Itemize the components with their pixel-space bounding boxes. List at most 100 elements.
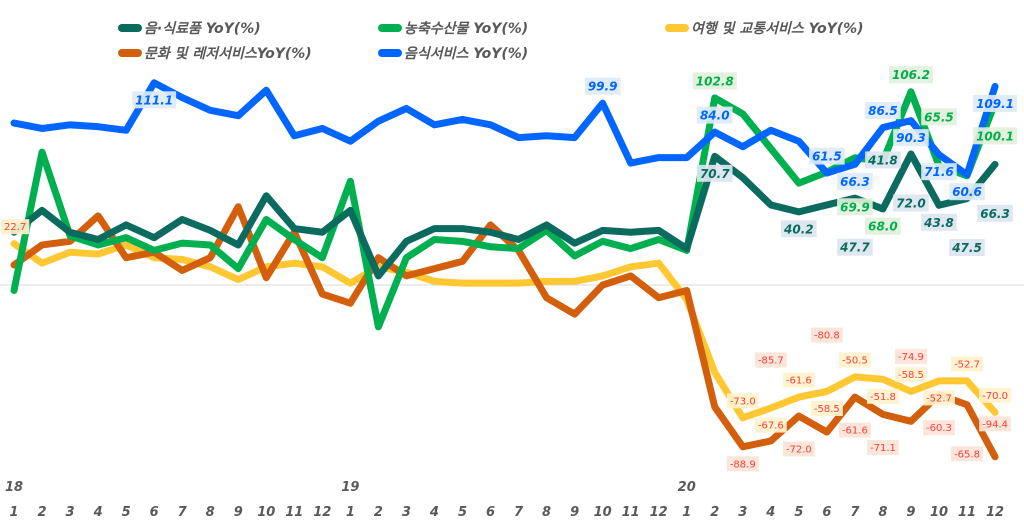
x-month-label: 7 <box>178 505 188 520</box>
data-label: 70.7 <box>696 164 733 182</box>
data-label-text: -52.7 <box>954 359 980 370</box>
x-month-label: 10 <box>257 505 275 520</box>
legend-item-travel: 여행 및 교통서비스 YoY(%) <box>665 18 864 38</box>
data-label: 66.3 <box>977 204 1013 222</box>
data-label-text: -70.0 <box>982 391 1008 402</box>
data-label: -51.8 <box>866 388 899 404</box>
series-line-0 <box>10 150 999 280</box>
data-label: 71.6 <box>921 163 957 181</box>
data-label-text: 102.8 <box>696 74 734 88</box>
x-month-label: 10 <box>930 505 948 520</box>
data-label-text: 100.1 <box>976 129 1014 143</box>
x-month-label: 2 <box>38 505 47 520</box>
x-month-label: 4 <box>429 505 439 520</box>
data-label: -94.4 <box>979 416 1011 432</box>
data-label-text: -50.5 <box>842 355 868 366</box>
data-label: 72.0 <box>893 194 929 212</box>
x-year-label: 20 <box>678 480 696 495</box>
legend-label: 음·식료품 YoY(%) <box>144 21 261 37</box>
x-month-label: 12 <box>313 505 331 520</box>
data-label-text: 68.0 <box>868 220 898 234</box>
x-month-label: 4 <box>93 505 103 520</box>
legend-swatch <box>378 49 402 57</box>
data-label: -61.6 <box>838 422 871 438</box>
data-label: -58.5 <box>895 366 927 382</box>
data-label-text: 109.1 <box>976 97 1014 111</box>
x-month-label: 8 <box>206 505 215 520</box>
x-month-label: 4 <box>765 505 775 520</box>
data-label-text: 72.0 <box>896 196 926 210</box>
data-label-text: 84.0 <box>700 109 730 123</box>
data-label: 100.1 <box>973 127 1018 145</box>
data-label-text: 40.2 <box>783 222 814 236</box>
data-label: -85.7 <box>754 352 787 368</box>
data-label-text: -67.6 <box>758 421 784 432</box>
data-label: -74.9 <box>895 348 927 364</box>
x-month-label: 11 <box>622 505 640 520</box>
data-label: 106.2 <box>888 66 933 84</box>
x-month-label: 5 <box>794 505 803 520</box>
legend-item-agri: 농축수산물 YoY(%) <box>378 18 528 38</box>
data-label-text: -58.5 <box>898 370 924 381</box>
x-month-label: 6 <box>150 505 159 520</box>
legend-swatch <box>118 24 142 32</box>
x-month-label: 9 <box>906 505 915 520</box>
x-month-label: 9 <box>234 505 243 520</box>
data-label-text: 60.6 <box>952 185 982 199</box>
data-label-text: 22.7 <box>4 222 26 233</box>
x-month-label: 6 <box>486 505 495 520</box>
data-label-text: 66.3 <box>840 175 870 189</box>
data-label-text: -80.8 <box>814 331 840 342</box>
data-label: -52.7 <box>923 390 955 406</box>
series-line-4 <box>10 79 999 179</box>
data-label: 69.9 <box>837 198 873 216</box>
data-label: 68.0 <box>865 217 901 235</box>
x-month-label: 5 <box>122 505 131 520</box>
data-label: 40.2 <box>781 220 817 238</box>
data-label: -73.0 <box>726 393 759 409</box>
data-label-text: 90.3 <box>896 131 926 145</box>
data-label: 43.8 <box>921 213 957 231</box>
series-line-2 <box>10 240 999 422</box>
data-label: -88.9 <box>726 456 759 472</box>
legend-swatch <box>118 49 142 57</box>
data-label-text: -61.6 <box>842 426 868 437</box>
data-label-text: 86.5 <box>868 104 898 118</box>
data-label-text: -51.8 <box>870 392 896 403</box>
x-year-label: 18 <box>5 480 23 495</box>
data-label: -60.3 <box>923 420 955 436</box>
data-label: -67.6 <box>754 417 787 433</box>
data-label: 99.9 <box>584 77 621 95</box>
x-month-label: 3 <box>66 505 75 520</box>
legend-label: 음식서비스 YoY(%) <box>404 46 529 62</box>
data-label-text: 66.3 <box>980 207 1010 221</box>
data-label: -52.7 <box>951 356 983 372</box>
x-month-label: 12 <box>650 505 668 520</box>
data-label-text: -73.0 <box>730 396 756 407</box>
data-label-text: -52.7 <box>926 393 952 404</box>
legend-item-food: 음·식료품 YoY(%) <box>118 18 261 38</box>
data-label-text: -61.6 <box>786 376 812 387</box>
data-label: 90.3 <box>893 129 929 147</box>
x-month-label: 1 <box>9 505 18 520</box>
legend-item-foodservice: 음식서비스 YoY(%) <box>378 43 528 63</box>
data-label-text: -72.0 <box>786 445 812 456</box>
x-month-label: 5 <box>458 505 467 520</box>
data-label-text: 69.9 <box>840 200 870 214</box>
data-label: -50.5 <box>838 352 871 368</box>
data-label-text: -65.8 <box>954 449 980 460</box>
data-label-text: -60.3 <box>926 423 952 434</box>
legend-label: 문화 및 레저서비스YoY(%) <box>144 46 312 62</box>
legend-swatch <box>665 24 689 32</box>
data-label: 41.8 <box>865 151 901 169</box>
data-label-text: -85.7 <box>758 355 784 366</box>
data-label: 65.5 <box>921 108 957 126</box>
data-label-text: -94.4 <box>982 419 1008 430</box>
x-month-label: 10 <box>594 505 612 520</box>
x-month-label: 2 <box>710 505 719 520</box>
legend-item-culture: 문화 및 레저서비스YoY(%) <box>118 43 312 63</box>
data-label: 66.3 <box>837 172 873 190</box>
x-year-label: 19 <box>341 480 359 495</box>
